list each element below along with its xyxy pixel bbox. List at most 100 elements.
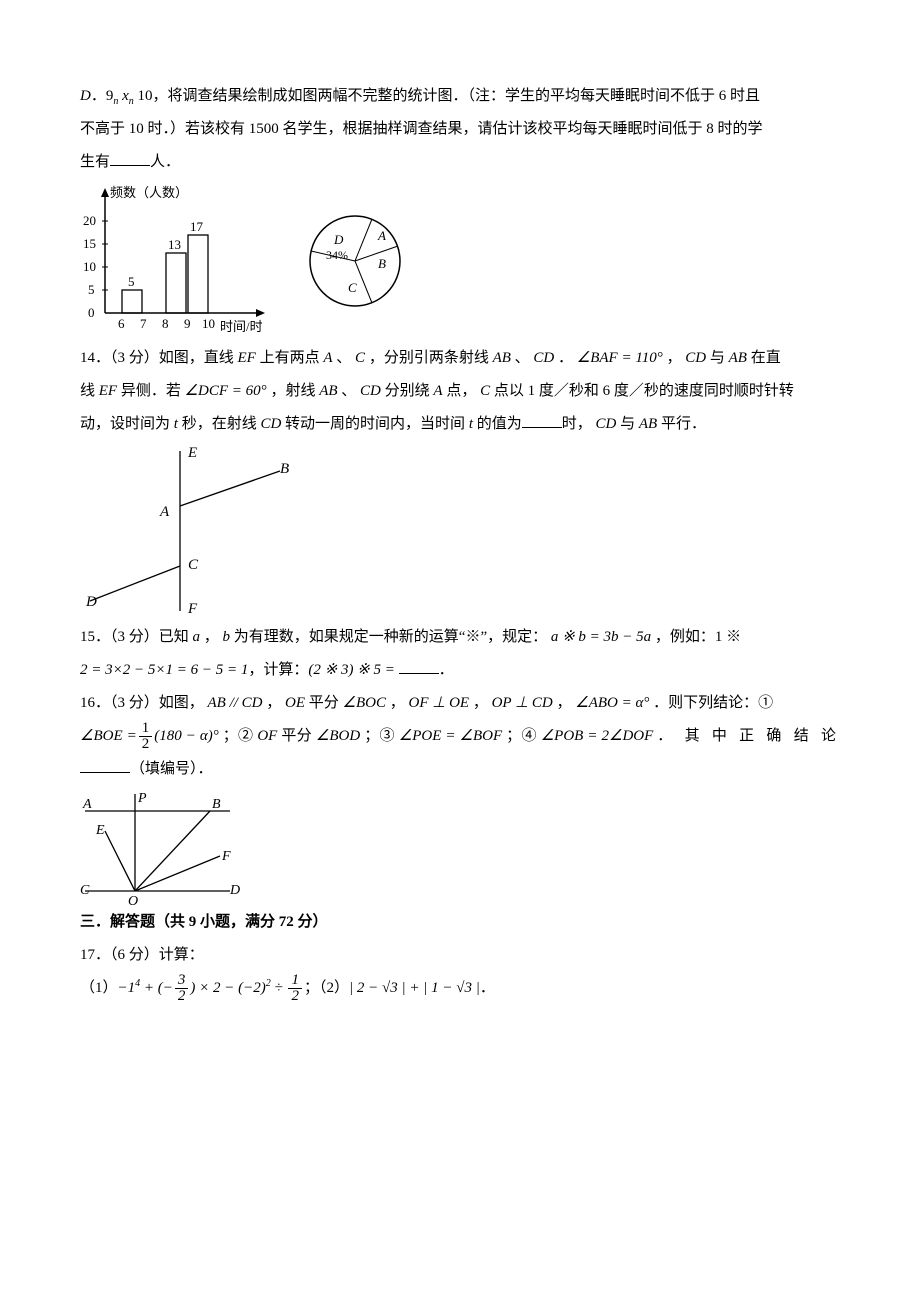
xt0: 6	[118, 316, 125, 331]
q14-line3: 动，设时间为 t 秒，在射线 CD 转动一周的时间内，当时间 t 的值为时， C…	[80, 408, 840, 441]
pt-B2: B	[212, 797, 221, 812]
bl0: 5	[128, 274, 135, 289]
t: OF	[257, 728, 277, 744]
xt3: 9	[184, 316, 191, 331]
t: AB // CD	[208, 695, 263, 711]
t: 转动一周的时间内，当时间	[285, 416, 465, 432]
t: 时，	[562, 416, 592, 432]
t: 上有两点	[260, 350, 320, 366]
t: ，	[666, 350, 681, 366]
q15-line2: 2 = 3×2 − 5×1 = 6 − 5 = 1，计算：(2 ※ 3) ※ 5…	[80, 654, 840, 687]
t: 平分	[309, 695, 339, 711]
t: 、	[336, 350, 351, 366]
q13-figures: 频数（人数） 时间/时 0 5 10 15 20 6 7 8 9 10 5 13…	[80, 183, 840, 338]
t: 15．（3 分）已知	[80, 629, 189, 645]
blank-q14[interactable]	[522, 412, 562, 428]
expr1: −14 + (−32) × 2 − (−2)2 ÷ 12	[118, 980, 304, 996]
t: ；③	[364, 728, 395, 744]
blank-q16[interactable]	[80, 757, 130, 773]
pt-B: B	[280, 461, 289, 477]
q14-line2: 线 EF 异侧．若 ∠DCF = 60° ，射线 AB 、 CD 分别绕 A 点…	[80, 375, 840, 408]
xt4: 10	[202, 316, 215, 331]
t: 平行．	[661, 416, 706, 432]
bl1: 13	[168, 237, 181, 252]
q13-D: D	[80, 88, 91, 104]
t: ∠BAF = 110°	[577, 350, 663, 366]
pt-F: F	[187, 601, 198, 617]
pt-F2: F	[221, 849, 231, 864]
t: EF	[99, 383, 117, 399]
yt0: 0	[88, 305, 95, 320]
t: AB	[639, 416, 657, 432]
q14-line1: 14．（3 分）如图，直线 EF 上有两点 A 、 C ，分别引两条射线 AB …	[80, 342, 840, 375]
blank-q13[interactable]	[110, 150, 150, 166]
pie-B: B	[378, 256, 386, 271]
t: CD	[260, 416, 281, 432]
t: 的值为	[477, 416, 522, 432]
q16-line1: 16．（3 分）如图， AB // CD ， OE 平分 ∠BOC ， OF ⊥…	[80, 687, 840, 720]
t: ．	[439, 662, 454, 678]
t: 2 = 3×2 − 5×1 = 6 − 5 = 1	[80, 662, 248, 678]
t: AB	[729, 350, 747, 366]
q13-line1: D．9n xn 10，将调查结果绘制成如图两幅不完整的统计图．（注：学生的平均每…	[80, 80, 840, 113]
t: t	[174, 416, 178, 432]
t: (180 − α)°	[154, 728, 219, 744]
t: a	[193, 629, 201, 645]
t: OP ⊥ CD	[492, 695, 553, 711]
t: CD	[596, 416, 617, 432]
t: ，	[266, 695, 281, 711]
yt3: 15	[83, 236, 96, 251]
pie-A: A	[377, 228, 386, 243]
t: EF	[238, 350, 256, 366]
pt-P: P	[137, 791, 147, 806]
t: b	[223, 629, 231, 645]
t: C	[355, 350, 365, 366]
t: 动，设时间为	[80, 416, 170, 432]
t: 生有	[80, 154, 110, 170]
t: AB	[493, 350, 511, 366]
t: ，例如：1 ※	[655, 629, 741, 645]
t: 异侧．若	[121, 383, 181, 399]
pie-C: C	[348, 280, 357, 295]
pie-pct: 34%	[326, 248, 348, 262]
t: 点，	[446, 383, 476, 399]
xlabel: 时间/时	[220, 319, 263, 334]
yt2: 10	[83, 259, 96, 274]
t: 与	[710, 350, 725, 366]
q17-body: （1）−14 + (−32) × 2 − (−2)2 ÷ 12；（2）| 2 −…	[80, 972, 840, 1005]
t: ∠BOC	[343, 695, 386, 711]
t: OE	[285, 695, 305, 711]
t: CD	[533, 350, 554, 366]
pt-A2: A	[82, 797, 92, 812]
t: ．	[480, 980, 495, 996]
t: CD	[685, 350, 706, 366]
t: （1）	[80, 980, 118, 996]
q16-line3: （填编号）．	[80, 753, 840, 786]
t: 与	[620, 416, 635, 432]
t: 在直	[751, 350, 781, 366]
t: 点以 1 度／秒和 6 度／秒的速度同时顺时针转	[494, 383, 794, 399]
t: ．9	[91, 88, 114, 104]
yt1: 5	[88, 282, 95, 297]
t: OF ⊥ OE	[409, 695, 470, 711]
pt-E: E	[187, 445, 197, 461]
t: AB	[319, 383, 337, 399]
t: C	[480, 383, 490, 399]
frac-half: 12	[139, 721, 153, 752]
t: ∠BOD	[316, 728, 360, 744]
blank-q15[interactable]	[399, 658, 439, 674]
xt1: 7	[140, 316, 147, 331]
t: 10，将调查结果绘制成如图两幅不完整的统计图．（注：学生的平均每天睡眠时间不低于…	[138, 88, 761, 104]
t: ；（2）	[304, 980, 349, 996]
sub-n2: n	[129, 96, 134, 107]
t: (2 ※ 3) ※ 5 =	[308, 662, 395, 678]
expr2: | 2 − √3 | + | 1 − √3 |	[349, 980, 480, 996]
pt-E2: E	[95, 823, 105, 838]
pt-D: D	[85, 594, 97, 610]
t: ；④	[506, 728, 537, 744]
q15-line1: 15．（3 分）已知 a ， b 为有理数，如果规定一种新的运算“※”，规定： …	[80, 621, 840, 654]
ylabel: 频数（人数）	[110, 185, 188, 200]
t: 14．（3 分）如图，直线	[80, 350, 234, 366]
yt4: 20	[83, 213, 96, 228]
t: ，分别引两条射线	[369, 350, 489, 366]
